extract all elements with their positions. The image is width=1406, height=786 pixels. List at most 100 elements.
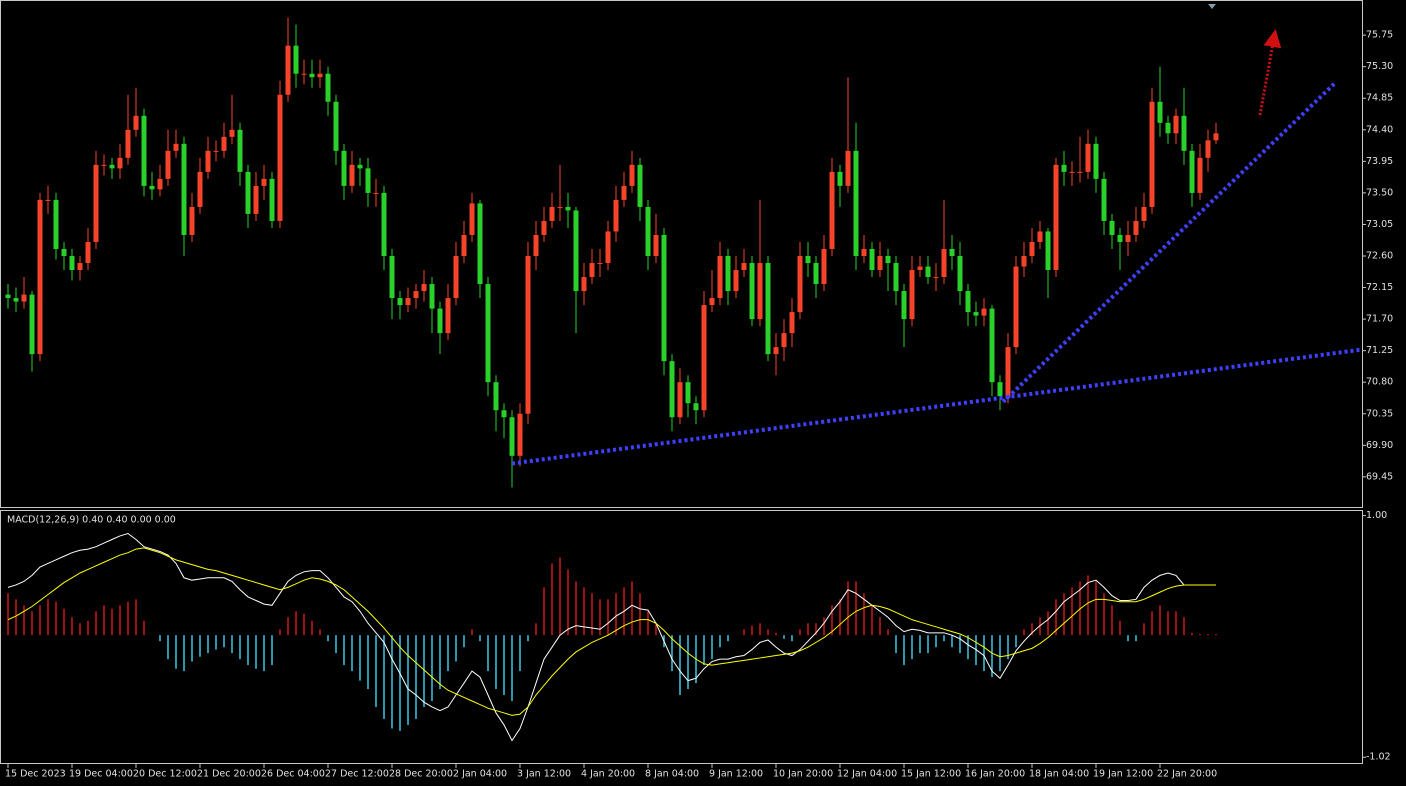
candle-body — [493, 382, 499, 411]
y-tick-label: -1.02 — [1366, 752, 1391, 763]
candle-body — [1213, 133, 1219, 141]
candle-body — [1197, 157, 1203, 193]
candle-body — [101, 164, 107, 166]
candle-body — [733, 270, 739, 292]
candle-body — [973, 312, 979, 316]
trend-line — [511, 347, 1362, 466]
macd-line — [7, 547, 1216, 716]
candle-body — [877, 256, 883, 271]
candle-body — [349, 164, 355, 186]
x-tick-label: 20 Dec 12:00 — [133, 769, 197, 780]
candle-body — [845, 150, 851, 186]
candle-body — [1085, 143, 1091, 172]
candle-body — [957, 256, 963, 292]
candle-body — [541, 220, 547, 235]
macd-plot — [7, 532, 1217, 742]
candle-body — [1133, 220, 1139, 235]
x-tick-label: 10 Jan 20:00 — [773, 769, 833, 780]
candle-body — [357, 164, 363, 169]
x-tick-label: 4 Jan 20:00 — [581, 769, 635, 780]
candle-body — [1037, 231, 1043, 242]
candle-body — [1029, 241, 1035, 256]
y-tick-label: 73.95 — [1366, 156, 1393, 167]
candle-body — [53, 199, 59, 249]
candle-body — [325, 73, 331, 102]
x-tick-label: 27 Dec 12:00 — [325, 769, 389, 780]
candle-body — [669, 361, 675, 418]
candle-body — [13, 298, 19, 302]
candle-body — [837, 171, 843, 186]
candle-body — [173, 143, 179, 151]
candle-body — [245, 171, 251, 214]
candle-body — [941, 248, 947, 278]
x-tick-label: 19 Jan 12:00 — [1093, 769, 1153, 780]
x-tick-label: 18 Jan 04:00 — [1029, 769, 1089, 780]
x-tick-label: 22 Jan 20:00 — [1157, 769, 1217, 780]
candle-body — [949, 248, 955, 256]
candle-body — [1053, 164, 1059, 271]
x-tick-label: 12 Jan 04:00 — [837, 769, 897, 780]
candle-body — [237, 129, 243, 172]
candle-body — [445, 298, 451, 334]
candle-body — [677, 382, 683, 418]
candle-body — [1173, 115, 1179, 134]
candle-body — [141, 115, 147, 186]
candle-body — [885, 256, 891, 264]
candle-body — [1077, 171, 1083, 173]
candle-body — [125, 129, 131, 158]
candle-body — [293, 45, 299, 74]
candle-body — [741, 263, 747, 271]
candle-body — [469, 203, 475, 235]
candle-body — [333, 101, 339, 151]
candle-body — [133, 115, 139, 130]
candle-body — [1093, 143, 1099, 179]
y-tick-label: 75.30 — [1366, 61, 1393, 72]
y-tick-label: 74.40 — [1366, 124, 1393, 135]
candle-body — [165, 150, 171, 179]
candle-body — [605, 231, 611, 264]
candle-body — [429, 284, 435, 309]
x-tick-label: 16 Jan 20:00 — [965, 769, 1025, 780]
candle-body — [797, 256, 803, 313]
price-panel-frame — [0, 0, 1363, 508]
candle-body — [621, 185, 627, 200]
y-tick-label: 73.05 — [1366, 219, 1393, 230]
candle-body — [557, 206, 563, 208]
macd-panel-frame — [0, 510, 1363, 764]
candle-body — [221, 136, 227, 151]
trend-line — [1001, 80, 1338, 404]
candle-body — [157, 178, 163, 190]
candle-body — [261, 178, 267, 186]
y-tick-label: 74.85 — [1366, 93, 1393, 104]
candle-body — [629, 164, 635, 186]
x-tick-label: 28 Dec 20:00 — [389, 769, 453, 780]
y-tick-label: 72.15 — [1366, 282, 1393, 293]
candle-body — [1125, 234, 1131, 242]
candle-body — [93, 164, 99, 242]
candle-body — [693, 403, 699, 411]
macd-title: MACD(12,26,9) 0.40 0.40 0.00 0.00 — [7, 515, 176, 526]
candle-body — [1005, 347, 1011, 397]
candle-body — [573, 210, 579, 292]
candle-body — [781, 333, 787, 348]
candle-body — [1117, 234, 1123, 242]
candle-body — [829, 171, 835, 249]
candle-body — [933, 277, 939, 279]
candle-body — [389, 256, 395, 299]
candle-body — [1069, 171, 1075, 173]
arrow — [1258, 29, 1282, 116]
candle-body — [461, 234, 467, 256]
candle-body — [901, 291, 907, 320]
candle-body — [477, 203, 483, 285]
candle-body — [317, 73, 323, 78]
candle-body — [1205, 140, 1211, 158]
candle-body — [813, 263, 819, 285]
candle-body — [309, 73, 315, 78]
candle-body — [1013, 266, 1019, 348]
candle-body — [869, 248, 875, 271]
candle-body — [701, 305, 707, 411]
candle-body — [413, 291, 419, 299]
candle-body — [149, 185, 155, 190]
candle-body — [397, 298, 403, 306]
